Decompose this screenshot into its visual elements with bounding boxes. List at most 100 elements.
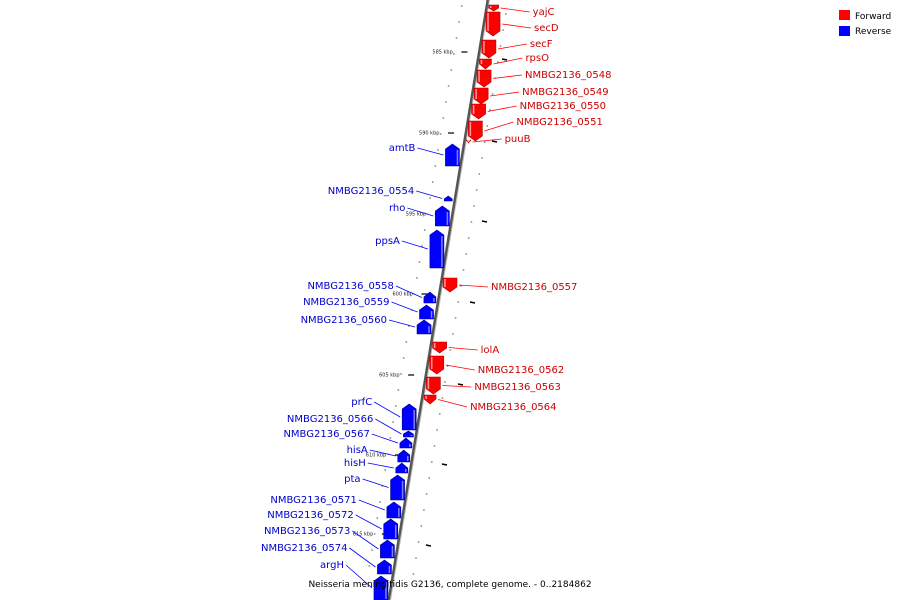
forward-gene-label[interactable]: NMBG2136_0551 (516, 117, 602, 128)
legend-forward-label: Forward (855, 12, 891, 22)
reverse-gene-leader (391, 301, 418, 313)
forward-gene-arrow[interactable] (432, 341, 447, 354)
forward-gene-label[interactable]: NMBG2136_0563 (474, 382, 560, 393)
reverse-gene-label[interactable]: hisA (347, 445, 368, 456)
ruler-major-mark (481, 220, 488, 223)
reverse-gene-label[interactable]: NMBG2136_0560 (301, 315, 387, 326)
forward-gene-label[interactable]: NMBG2136_0557 (491, 282, 577, 293)
forward-gene-label[interactable]: lolA (481, 345, 500, 356)
ruler-tick-label: 600 kbp (392, 292, 412, 298)
reverse-gene-label[interactable]: NMBG2136_0554 (328, 186, 414, 197)
reverse-gene-label[interactable]: amtB (389, 143, 416, 154)
reverse-gene-label[interactable]: NMBG2136_0566 (287, 414, 373, 425)
forward-gene-leader (501, 23, 532, 29)
forward-gene-arrow[interactable] (473, 87, 489, 105)
reverse-gene-arrow[interactable] (419, 304, 434, 320)
reverse-gene-label[interactable]: prfC (351, 397, 372, 408)
forward-gene-leader (497, 43, 527, 50)
reverse-gene-label[interactable]: argH (320, 560, 344, 571)
reverse-gene-label[interactable]: hisH (344, 458, 366, 469)
reverse-gene-label[interactable]: NMBG2136_0571 (270, 495, 356, 506)
reverse-gene-label[interactable]: ppsA (375, 236, 400, 247)
forward-gene-arrow[interactable] (479, 58, 492, 70)
forward-gene-arrow[interactable] (485, 11, 501, 37)
forward-gene-arrow[interactable] (481, 39, 497, 59)
forward-gene-leader (484, 121, 514, 132)
reverse-gene-label[interactable]: NMBG2136_0559 (303, 297, 389, 308)
forward-gene-arrow[interactable] (442, 277, 458, 293)
forward-gene-leader (490, 91, 520, 97)
ruler-tick-label: 590 kbp (419, 131, 439, 137)
reverse-gene-arrow[interactable] (377, 559, 392, 575)
forward-gene-arrow[interactable] (423, 394, 437, 405)
forward-gene-label[interactable]: NMBG2136_0562 (478, 365, 564, 376)
forward-gene-leader (445, 364, 475, 371)
ruler-major-mark (441, 463, 448, 466)
ruler-major-mark (501, 58, 508, 61)
forward-gene-arrow[interactable] (429, 355, 445, 375)
ruler-tick-label: 595 kbp (406, 212, 426, 218)
reverse-gene-arrow[interactable] (373, 575, 389, 600)
reverse-gene-label[interactable]: NMBG2136_0574 (261, 543, 347, 554)
legend-reverse-label: Reverse (855, 27, 892, 37)
ruler-tick-label: 605 kbp (379, 373, 399, 379)
reverse-gene-arrow[interactable] (445, 143, 460, 167)
forward-gene-leader (472, 138, 502, 143)
forward-gene-leader (442, 385, 472, 388)
forward-gene-label[interactable]: puuB (505, 134, 531, 145)
forward-gene-label[interactable]: NMBG2136_0550 (520, 101, 606, 112)
reverse-gene-leader (369, 449, 396, 457)
reverse-gene-arrow[interactable] (401, 403, 417, 431)
forward-gene-leader (500, 7, 530, 13)
reverse-gene-arrow[interactable] (429, 229, 445, 269)
reverse-gene-label[interactable]: NMBG2136_0573 (264, 526, 350, 537)
forward-gene-leader (487, 105, 517, 112)
reverse-gene-label[interactable]: pta (344, 474, 360, 485)
reverse-gene-leader (362, 478, 389, 488)
reverse-gene-label[interactable]: rho (389, 203, 405, 214)
forward-gene-leader (437, 399, 468, 408)
ruler-major-mark (491, 140, 498, 143)
reverse-gene-arrow[interactable] (416, 319, 432, 335)
forward-gene-label[interactable]: NMBG2136_0564 (470, 402, 556, 413)
ruler-major-mark (425, 544, 432, 547)
reverse-gene-leader (395, 285, 423, 298)
reverse-gene-arrow[interactable] (435, 205, 450, 227)
reverse-gene-arrow[interactable] (386, 501, 402, 519)
reverse-gene-arrow[interactable] (423, 291, 437, 304)
reverse-gene-leader (373, 401, 401, 418)
reverse-gene-arrow[interactable] (399, 437, 413, 449)
forward-gene-label[interactable]: yajC (533, 7, 555, 18)
reverse-gene-arrow[interactable] (395, 462, 409, 474)
forward-gene-arrow[interactable] (426, 376, 441, 395)
reverse-gene-leader (355, 514, 382, 530)
forward-gene-label[interactable]: secF (530, 39, 553, 50)
reverse-gene-leader (407, 207, 434, 217)
reverse-gene-arrow[interactable] (397, 449, 411, 463)
forward-gene-label[interactable]: secD (534, 23, 559, 34)
reverse-gene-arrow[interactable] (403, 430, 414, 438)
forward-gene-label[interactable]: NMBG2136_0548 (525, 70, 611, 81)
forward-gene-arrow[interactable] (476, 69, 492, 88)
forward-gene-leader (493, 57, 523, 65)
forward-gene-arrow[interactable] (468, 120, 483, 142)
forward-gene-leader (458, 284, 489, 288)
reverse-gene-leader (388, 319, 416, 328)
reverse-gene-label[interactable]: NMBG2136_0558 (307, 281, 393, 292)
reverse-gene-arrow[interactable] (380, 539, 395, 559)
reverse-gene-label[interactable]: NMBG2136_0572 (267, 510, 353, 521)
forward-gene-label[interactable]: rpsO (525, 53, 549, 64)
forward-gene-label[interactable]: NMBG2136_0549 (522, 87, 608, 98)
legend-reverse-swatch (839, 26, 850, 36)
ruler-major-mark (457, 383, 464, 386)
reverse-gene-leader (345, 564, 373, 589)
ruler-tick-label: 585 kbp (432, 50, 452, 56)
reverse-gene-arrow[interactable] (390, 474, 405, 501)
ruler-tick-label: 615 kbp (353, 532, 373, 538)
reverse-gene-arrow[interactable] (443, 195, 453, 202)
forward-gene-arrow[interactable] (471, 103, 486, 120)
reverse-gene-arrow[interactable] (383, 518, 399, 540)
reverse-gene-label[interactable]: NMBG2136_0567 (283, 429, 369, 440)
